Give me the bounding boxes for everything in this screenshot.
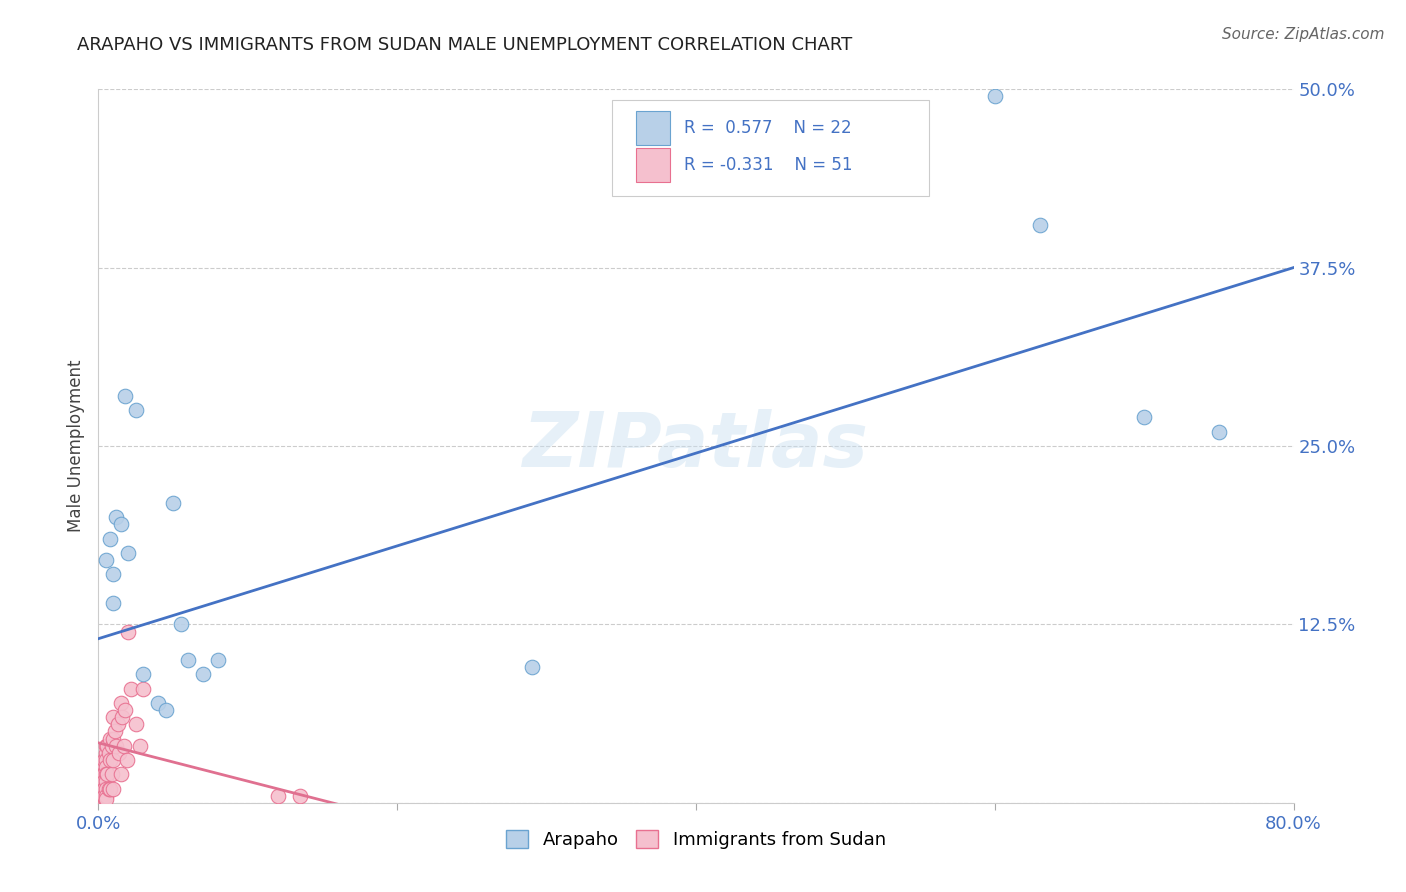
Point [97, 781, 120, 796]
Point [103, 731, 125, 746]
Point [94, 767, 117, 781]
Point [117, 624, 139, 639]
Point [120, 681, 142, 696]
Point [107, 717, 129, 731]
Text: ZIPatlas: ZIPatlas [523, 409, 869, 483]
Point [91, 781, 114, 796]
FancyBboxPatch shape [637, 111, 669, 145]
Point [132, 667, 155, 681]
Point [162, 496, 184, 510]
Point [148, 696, 170, 710]
Point [1028, 218, 1050, 232]
Point [93, 781, 115, 796]
Point [103, 710, 125, 724]
Point [96, 739, 118, 753]
Point [94, 753, 117, 767]
Point [94, 774, 117, 789]
Point [103, 596, 125, 610]
Point [1208, 425, 1230, 439]
Point [93, 774, 115, 789]
Point [112, 739, 135, 753]
Point [90, 774, 112, 789]
Point [93, 753, 115, 767]
Text: R =  0.577    N = 22: R = 0.577 N = 22 [685, 119, 852, 136]
Point [90, 781, 112, 796]
Point [267, 789, 290, 803]
Point [91, 767, 114, 781]
Point [104, 724, 127, 739]
Point [103, 567, 125, 582]
Point [115, 753, 138, 767]
Point [101, 739, 124, 753]
Point [101, 767, 124, 781]
Point [125, 403, 148, 417]
Point [169, 617, 191, 632]
Point [114, 703, 136, 717]
Point [98, 753, 122, 767]
Point [93, 767, 115, 781]
Point [520, 660, 543, 674]
Point [98, 532, 122, 546]
Point [117, 546, 139, 560]
Point [110, 696, 132, 710]
Point [129, 739, 152, 753]
Point [103, 753, 125, 767]
Text: R = -0.331    N = 51: R = -0.331 N = 51 [685, 156, 852, 174]
Point [105, 510, 128, 524]
Point [98, 781, 122, 796]
Point [91, 789, 114, 803]
Y-axis label: Male Unemployment: Male Unemployment [66, 359, 84, 533]
Point [155, 703, 177, 717]
Point [103, 781, 125, 796]
Point [94, 746, 117, 760]
Text: Source: ZipAtlas.com: Source: ZipAtlas.com [1222, 27, 1385, 42]
Point [114, 389, 136, 403]
Point [207, 653, 229, 667]
FancyBboxPatch shape [637, 148, 669, 182]
Point [132, 681, 155, 696]
Point [125, 717, 148, 731]
Point [105, 739, 128, 753]
Point [93, 789, 115, 803]
Point [97, 746, 120, 760]
Point [288, 789, 311, 803]
Point [177, 653, 200, 667]
Point [90, 789, 112, 803]
Legend: Arapaho, Immigrants from Sudan: Arapaho, Immigrants from Sudan [498, 821, 894, 858]
Point [94, 781, 117, 796]
Point [94, 791, 117, 805]
Point [98, 731, 122, 746]
Point [111, 710, 134, 724]
Point [110, 767, 132, 781]
Point [96, 767, 118, 781]
Point [91, 760, 114, 774]
Point [110, 517, 132, 532]
Point [108, 746, 131, 760]
Point [94, 789, 117, 803]
Point [1133, 410, 1156, 425]
FancyBboxPatch shape [613, 100, 929, 196]
Point [94, 739, 117, 753]
Point [94, 553, 117, 567]
Point [984, 89, 1007, 103]
Point [191, 667, 214, 681]
Text: ARAPAHO VS IMMIGRANTS FROM SUDAN MALE UNEMPLOYMENT CORRELATION CHART: ARAPAHO VS IMMIGRANTS FROM SUDAN MALE UN… [77, 36, 852, 54]
Point [94, 760, 117, 774]
